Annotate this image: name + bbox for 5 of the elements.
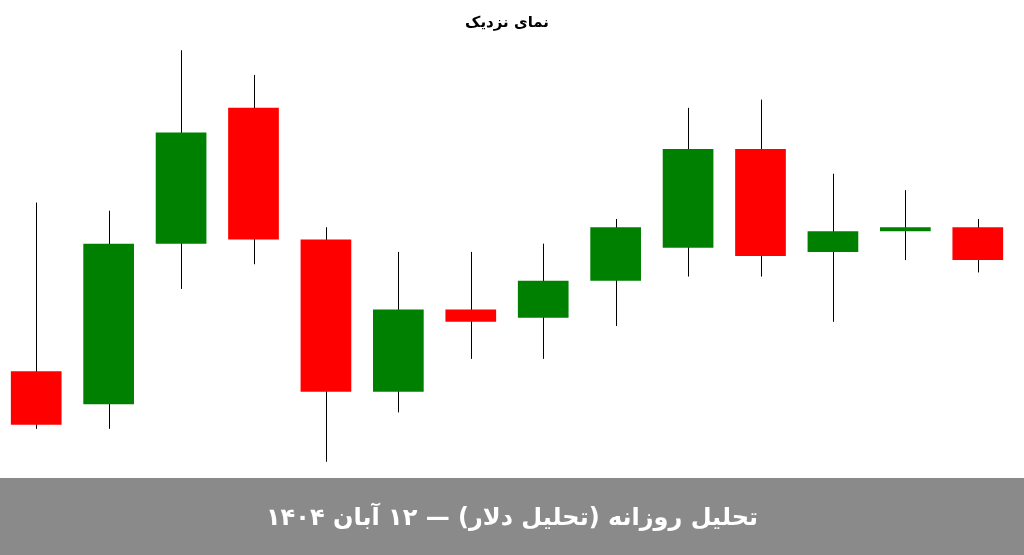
candlestick [807, 173, 859, 323]
text: تحلیل روزانه (تحلیل دلار) — ۱۲ آبان ۱۴۰۴ [265, 502, 759, 531]
candlestick [445, 251, 497, 360]
candlestick [880, 189, 931, 261]
chart-title: نمای نزدیک [465, 12, 549, 31]
